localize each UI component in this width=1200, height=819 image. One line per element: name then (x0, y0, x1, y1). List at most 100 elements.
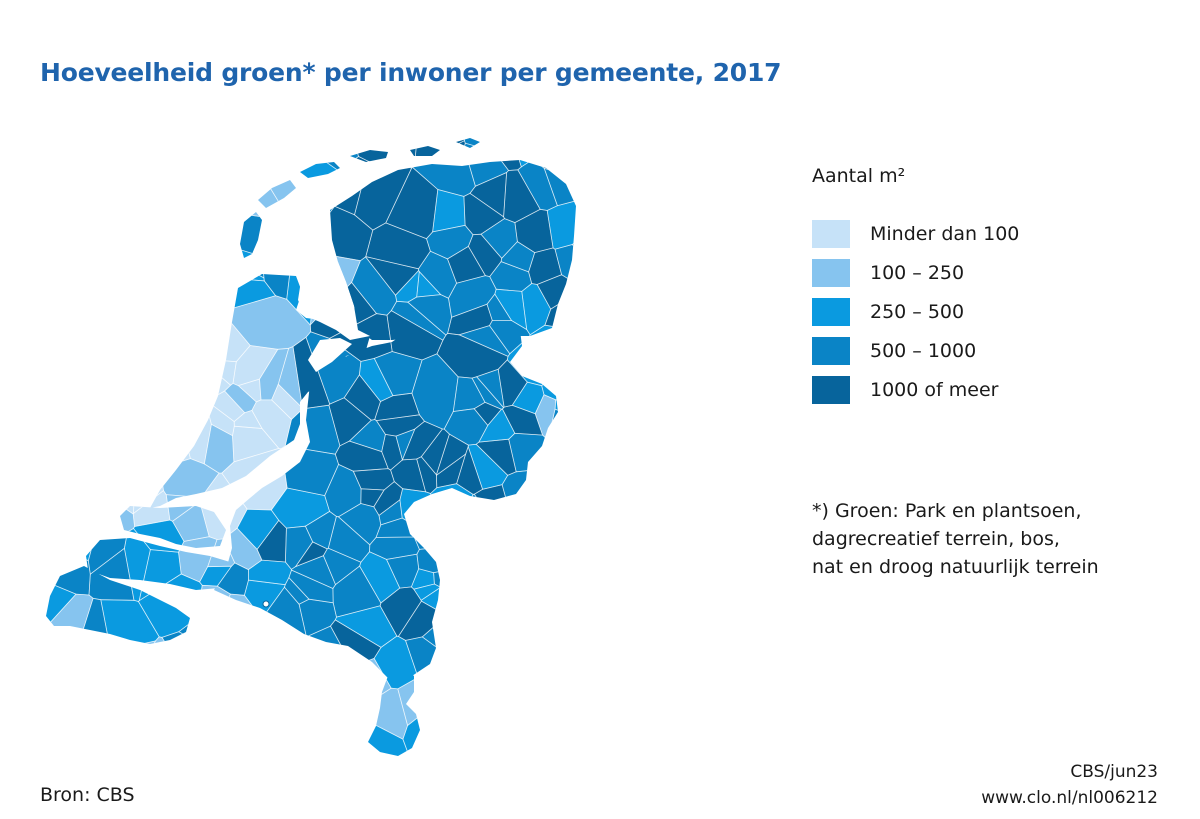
municipality-region (349, 419, 386, 452)
municipality-border (491, 138, 522, 171)
credit-url[interactable]: www.clo.nl/nl006212 (981, 788, 1158, 808)
municipality-border (459, 578, 501, 624)
municipality-region (414, 510, 455, 550)
municipality-region (554, 678, 576, 728)
municipality-border (499, 646, 541, 699)
municipality-region (170, 650, 199, 694)
municipality-region (221, 144, 269, 191)
municipality-region (88, 531, 128, 575)
municipality-region (89, 548, 134, 601)
municipality-region (554, 638, 576, 672)
municipality-border (540, 579, 576, 624)
municipality-region (437, 333, 508, 379)
legend-label: 1000 of meer (870, 378, 999, 401)
municipality-border (277, 682, 336, 741)
municipality-region (69, 480, 102, 522)
municipality-region (376, 414, 425, 437)
municipality-region (548, 428, 576, 468)
municipality-region (476, 369, 505, 408)
municipality-region (581, 588, 800, 666)
municipality-border (176, 210, 215, 252)
municipality-region (84, 139, 137, 180)
municipality-region (415, 749, 538, 756)
municipality-region (421, 429, 450, 475)
municipality-border (288, 569, 334, 604)
municipality-region (460, 540, 493, 581)
municipality-region (561, 548, 576, 593)
municipality-region (164, 395, 199, 439)
municipality-border (48, 315, 87, 348)
footnote: *) Groen: Park en plantsoen, dagrecreati… (812, 497, 1099, 581)
municipality-border (473, 401, 503, 427)
municipality-region (580, 671, 800, 780)
municipality-region (463, 623, 498, 681)
municipality-region (376, 518, 415, 538)
municipality-region (463, 193, 505, 235)
municipality-region (411, 353, 459, 430)
municipality-region (133, 490, 170, 527)
municipality-border (575, 618, 576, 650)
municipality-border (131, 305, 194, 346)
municipality-border (75, 663, 111, 709)
municipality-region (541, 366, 576, 401)
municipality-region (386, 554, 419, 589)
municipality-border (546, 195, 576, 250)
municipality-border (46, 346, 81, 401)
municipality-border (116, 707, 175, 756)
municipality-border (430, 496, 466, 534)
municipality-region (516, 532, 540, 569)
municipality-border (529, 324, 576, 369)
municipality-region (190, 288, 230, 344)
municipality-region (107, 466, 136, 514)
municipality-border (46, 302, 65, 328)
municipality-border (548, 446, 576, 486)
municipality-border (489, 644, 527, 694)
municipality-region (420, 678, 452, 716)
municipality-border (140, 636, 185, 710)
municipality-region (271, 384, 303, 420)
municipality-border (130, 172, 166, 227)
municipality-border (177, 343, 210, 397)
municipality-region (46, 330, 52, 369)
municipality-region (491, 138, 522, 171)
municipality-region (502, 469, 549, 519)
municipality-border (46, 165, 68, 218)
municipality-border (135, 417, 175, 436)
municipality-border (233, 409, 263, 429)
municipality-region (46, 138, 56, 168)
municipality-region (248, 560, 292, 585)
municipality-region (323, 692, 368, 742)
netherlands-municipality-map (46, 138, 800, 780)
municipality-border (462, 493, 497, 540)
municipality-border (84, 138, 137, 181)
municipality-border (46, 138, 56, 169)
municipality-region (96, 234, 130, 271)
municipality-region (359, 358, 393, 402)
municipality-region (551, 498, 576, 543)
municipality-region (288, 570, 334, 603)
municipality-region (473, 620, 527, 649)
municipality-region (262, 663, 303, 689)
municipality-border (126, 373, 182, 395)
municipality-border (249, 625, 308, 680)
municipality-region (74, 328, 131, 398)
municipality-border (538, 669, 576, 692)
municipality-region (183, 740, 223, 756)
municipality-border (546, 590, 576, 630)
municipality-region (387, 310, 443, 360)
municipality-region (90, 178, 131, 220)
municipality-region (291, 555, 336, 589)
municipality-border (276, 217, 327, 244)
municipality-border (524, 493, 561, 536)
municipality-border (518, 722, 575, 756)
municipality-border (419, 678, 453, 716)
municipality-region (224, 383, 257, 413)
municipality-region (276, 218, 326, 244)
municipality-region (360, 488, 385, 507)
municipality-border (95, 234, 131, 271)
municipality-border (164, 394, 199, 439)
municipality-region (77, 265, 118, 303)
municipality-border (553, 677, 576, 729)
municipality-region (178, 343, 210, 396)
municipality-region (518, 723, 574, 756)
